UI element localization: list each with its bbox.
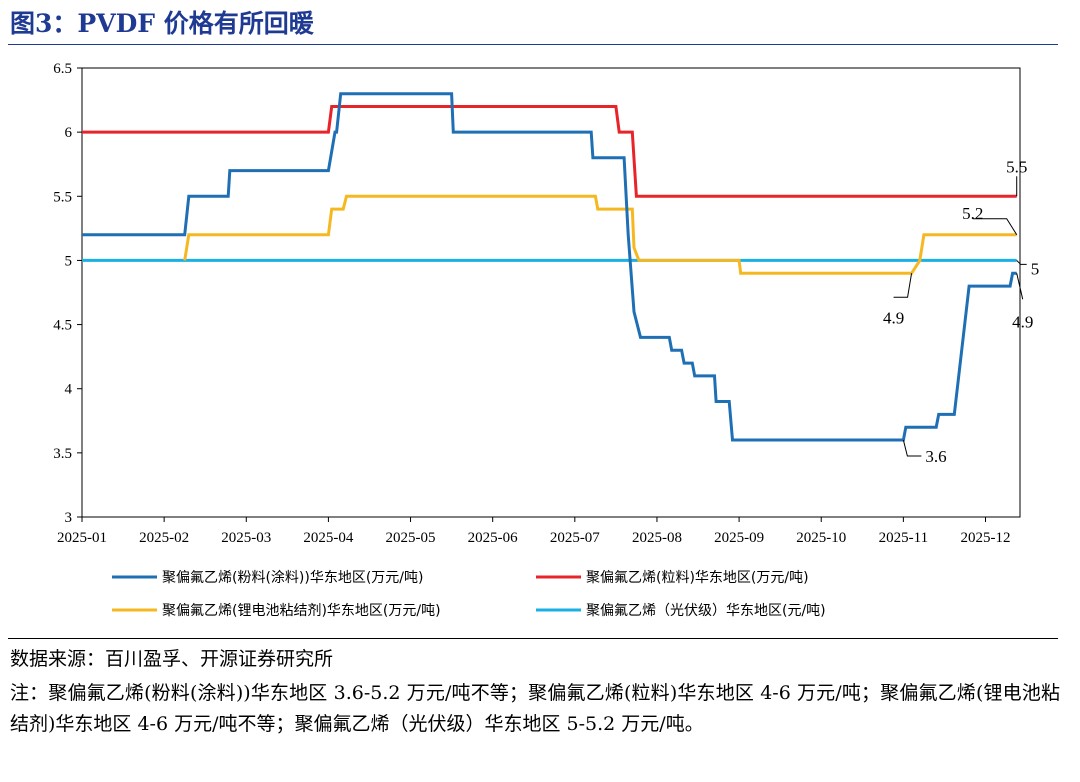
series-line-1 bbox=[82, 105, 1017, 198]
data-label: 4.9 bbox=[883, 308, 904, 327]
legend-label-0: 聚偏氟乙烯(粉料(涂料))华东地区(万元/吨) bbox=[162, 570, 424, 586]
x-tick-label: 2025-09 bbox=[714, 530, 764, 546]
annotation-leader bbox=[972, 218, 1018, 236]
y-tick-label: 5 bbox=[65, 253, 73, 269]
x-tick-label: 2025-08 bbox=[632, 530, 682, 546]
y-tick-label: 3 bbox=[65, 510, 73, 526]
figure-note: 注：聚偏氟乙烯(粉料(涂料))华东地区 3.6-5.2 万元/吨不等；聚偏氟乙烯… bbox=[10, 682, 1060, 735]
title-underline bbox=[8, 44, 1058, 45]
x-tick-label: 2025-05 bbox=[386, 530, 436, 546]
x-tick-label: 2025-02 bbox=[139, 530, 189, 546]
y-axis: 3 3.5 4 4.5 5 5.5 6 6.5 bbox=[53, 61, 82, 526]
series-line-2 bbox=[183, 194, 1017, 275]
data-label: 5 bbox=[1031, 259, 1040, 278]
x-tick-label: 2025-10 bbox=[796, 530, 846, 546]
data-label: 5.5 bbox=[1006, 157, 1027, 176]
line-chart: 33.544.555.566.5 2025-01 2025-02 2025-03 20… bbox=[53, 61, 1039, 619]
legend-label-3: 聚偏氟乙烯（光伏级）华东地区(元/吨) bbox=[586, 603, 826, 619]
x-tick-label: 2025-07 bbox=[550, 530, 600, 546]
y-tick-label: 6.5 bbox=[53, 61, 72, 77]
y-tick-label: 5.5 bbox=[53, 189, 72, 205]
source-divider bbox=[8, 638, 1058, 639]
plot-frame bbox=[81, 67, 1021, 518]
x-axis: 2025-01 2025-02 2025-03 2025-04 2025-05 2025-… bbox=[57, 517, 1011, 546]
y-tick-label: 4.5 bbox=[53, 318, 72, 334]
annotation-leader bbox=[902, 439, 922, 457]
legend-label-1: 聚偏氟乙烯(粒料)华东地区(万元/吨) bbox=[586, 570, 809, 586]
series-layer bbox=[82, 92, 1017, 442]
figure-title: 图3：PVDF 价格有所回暖 bbox=[10, 9, 314, 38]
x-tick-label: 2025-11 bbox=[879, 530, 928, 546]
data-label: 4.9 bbox=[1012, 312, 1033, 331]
data-label: 3.6 bbox=[925, 447, 946, 466]
data-source: 数据来源：百川盈孚、开源证券研究所 bbox=[10, 648, 334, 670]
y-tick-label: 6 bbox=[65, 125, 73, 141]
legend-label-2: 聚偏氟乙烯(锂电池粘结剂)华东地区(万元/吨) bbox=[162, 603, 441, 619]
x-tick-label: 2025-12 bbox=[961, 530, 1011, 546]
annotation-layer: 3.6 4.9 5.5 5.2 4.9 5 bbox=[883, 157, 1039, 466]
legend: 聚偏氟乙烯(粉料(涂料))华东地区(万元/吨) 聚偏氟乙烯(粒料)华东地区(万元/… bbox=[112, 570, 826, 619]
x-tick-label: 2025-01 bbox=[57, 530, 107, 546]
data-label: 5.2 bbox=[962, 204, 983, 223]
annotation-leader bbox=[1016, 273, 1024, 300]
annotation-leader bbox=[893, 273, 913, 298]
y-tick-label: 3.5 bbox=[53, 446, 72, 462]
y-tick-label: 4 bbox=[65, 382, 73, 398]
x-tick-label: 2025-03 bbox=[221, 530, 271, 546]
annotation-leader bbox=[1016, 260, 1027, 265]
series-line-0 bbox=[82, 92, 1017, 442]
x-tick-label: 2025-06 bbox=[468, 530, 518, 546]
x-tick-label: 2025-04 bbox=[303, 530, 353, 546]
